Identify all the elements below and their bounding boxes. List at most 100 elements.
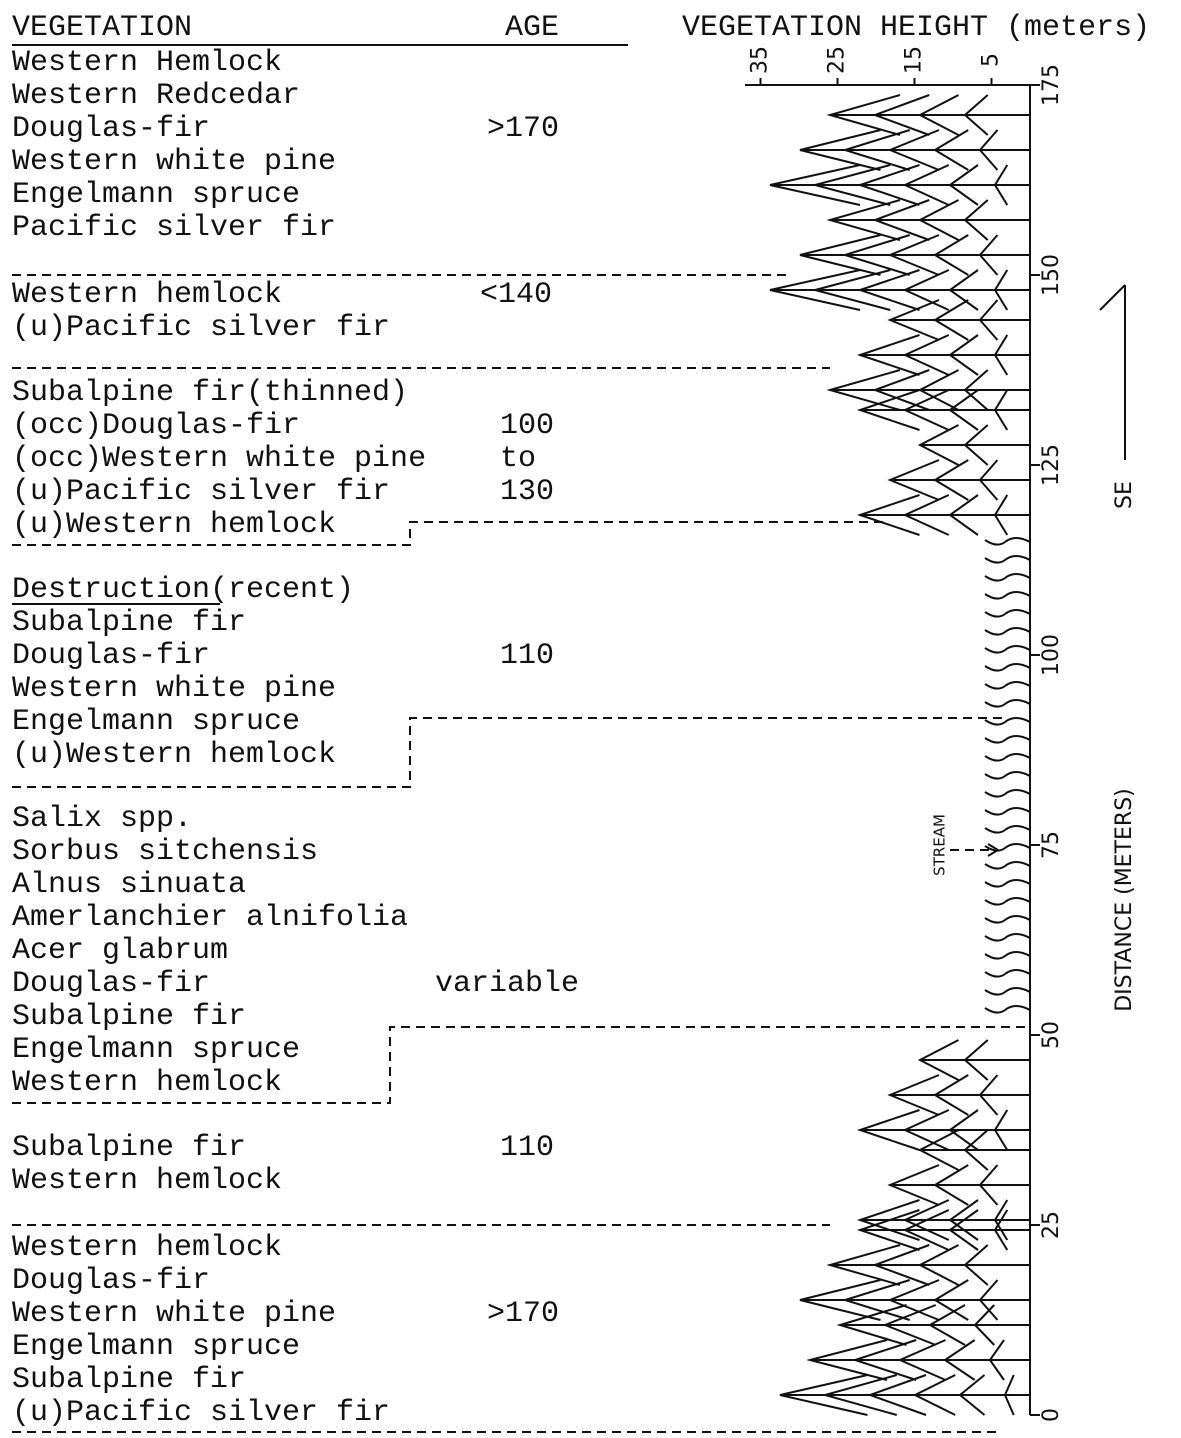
tree-branch (958, 1374, 986, 1416)
shrub (984, 879, 1031, 888)
tree-branch (799, 1279, 881, 1321)
shrub (984, 627, 1031, 636)
tree-branch (902, 1209, 950, 1251)
tree-branch (978, 299, 999, 341)
age: 130 (500, 475, 554, 509)
tree-branch (856, 164, 920, 206)
shrub (984, 573, 1031, 582)
shrub (984, 591, 1031, 600)
shrub (984, 951, 1031, 960)
species: Subalpine fir(thinned) (12, 376, 408, 410)
species: (u)Pacific silver fir (12, 1396, 390, 1430)
tree-branch (948, 1199, 979, 1241)
age: 100 (500, 409, 554, 443)
tree-branch (963, 94, 989, 136)
tree-branch (821, 1374, 898, 1416)
shrub (984, 789, 1031, 798)
shrub (984, 897, 1031, 906)
tree-branch (948, 1209, 979, 1251)
stream-label: STREAM (931, 814, 949, 876)
height-header: VEGETATION HEIGHT (meters) (682, 11, 1150, 45)
species: Western Redcedar (12, 79, 300, 113)
species: Western hemlock (12, 1164, 282, 1198)
divider (12, 1026, 1030, 1104)
age: variable (435, 967, 579, 1001)
tree-branch (993, 1199, 1009, 1241)
tree-branch (988, 1339, 1005, 1381)
tree-branch (963, 1129, 989, 1171)
species: Sorbus sitchensis (12, 835, 318, 869)
tree-branch (917, 1039, 959, 1081)
shrub (984, 825, 1031, 834)
species: Western white pine (12, 1297, 336, 1331)
tree-branch (872, 94, 930, 136)
tree-branch (948, 494, 979, 536)
tree-branch (811, 269, 891, 311)
height-tick-label: 5 (979, 53, 1004, 67)
tree-branch (851, 1339, 917, 1381)
tree-branch (872, 199, 930, 241)
tree-branch (978, 234, 999, 276)
age: >170 (487, 1297, 559, 1331)
age: 110 (500, 639, 554, 673)
species: Alnus sinuata (12, 868, 246, 902)
species: Western hemlock (12, 278, 282, 312)
tree-branch (867, 1374, 927, 1416)
shrub (984, 699, 1031, 708)
tree-branch (769, 164, 861, 206)
species: (u)Pacific silver fir (12, 311, 390, 345)
tree-branch (933, 1074, 969, 1116)
height-tick-label: 15 (902, 46, 927, 74)
tree-branch (841, 234, 911, 276)
species: Douglas-fir (12, 639, 210, 673)
tree-branch (912, 1374, 956, 1416)
tree-branch (799, 129, 881, 171)
species: Western hemlock (12, 1066, 282, 1100)
tree-branch (826, 94, 901, 136)
tree-branch (963, 424, 989, 466)
tree-branch (902, 164, 950, 206)
tree-branch (887, 459, 940, 501)
vegetation-header: VEGETATION (12, 11, 192, 45)
tree-branch (856, 269, 920, 311)
age: <140 (480, 278, 552, 312)
tree-branch (902, 1109, 950, 1151)
tree-branch (902, 494, 950, 536)
tree-branch (948, 164, 979, 206)
species: Pacific silver fir (12, 211, 336, 245)
tree-branch (963, 199, 989, 241)
shrub (984, 807, 1031, 816)
tree-branch (856, 494, 920, 536)
tree-branch (841, 129, 911, 171)
shrub (984, 987, 1031, 996)
tree-branch (933, 299, 969, 341)
tree-branch (978, 1074, 999, 1116)
species: Western hemlock (12, 1231, 282, 1265)
distance-tick-label: 150 (1039, 254, 1064, 296)
tree-branch (856, 334, 920, 376)
tree-branch (917, 1129, 959, 1171)
tree-branch (993, 164, 1009, 206)
shrub (984, 645, 1031, 654)
species: Subalpine fir (12, 1000, 246, 1034)
tree-branch (993, 334, 1009, 376)
shrub (984, 681, 1031, 690)
tree-branch (978, 1164, 999, 1206)
species: Douglas-fir (12, 1264, 210, 1298)
species: Salix spp. (12, 802, 192, 836)
tree-branch (856, 1199, 920, 1241)
tree-branch (856, 389, 920, 431)
tree-branch (948, 334, 979, 376)
tree-branch (826, 369, 901, 411)
age-header: AGE (505, 11, 559, 45)
tree-branch (993, 1109, 1009, 1151)
tree-branch (902, 334, 950, 376)
age: >170 (487, 112, 559, 146)
tree-branch (887, 1074, 940, 1116)
tree-branch (978, 1279, 999, 1321)
species: Subalpine fir (12, 1363, 246, 1397)
tree-branch (887, 129, 940, 171)
species: (u)Western hemlock (12, 508, 336, 542)
shrub (984, 609, 1031, 618)
